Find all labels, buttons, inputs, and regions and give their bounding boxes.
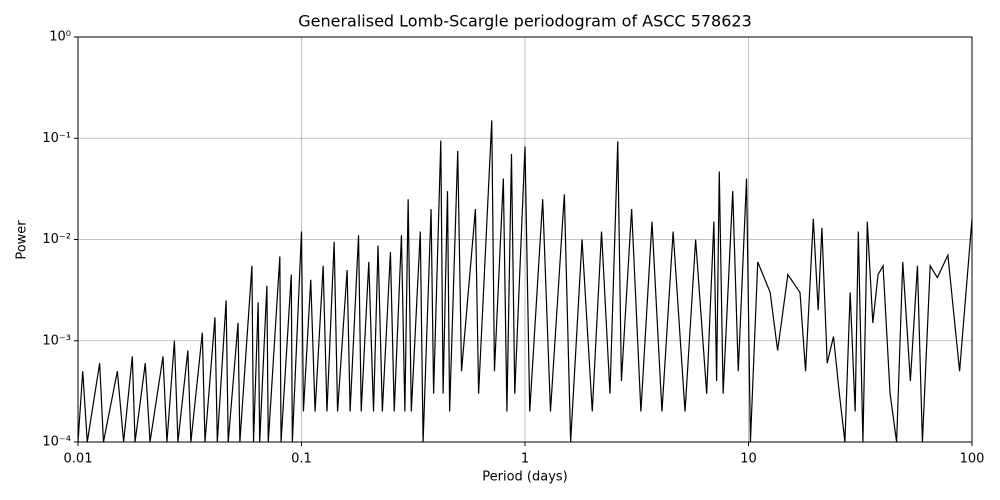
x-tick-label: 100 [960,452,985,467]
y-tick-label: 10⁻¹ [42,131,71,146]
x-tick-label: 0.1 [291,452,312,467]
y-axis-label: Power [15,220,30,260]
series-line [78,120,972,442]
x-axis-label: Period (days) [482,470,568,485]
x-tick-label: 1 [521,452,529,467]
chart-title: Generalised Lomb-Scargle periodogram of … [298,12,752,31]
y-tick-label: 10⁻⁴ [42,435,71,450]
y-tick-label: 10⁻² [42,232,71,247]
x-tick-label: 10 [740,452,757,467]
plot-frame [77,36,973,443]
y-tick-label: 10⁻³ [42,333,71,348]
y-tick-label: 10⁰ [49,30,71,45]
x-tick-label: 0.01 [64,452,93,467]
